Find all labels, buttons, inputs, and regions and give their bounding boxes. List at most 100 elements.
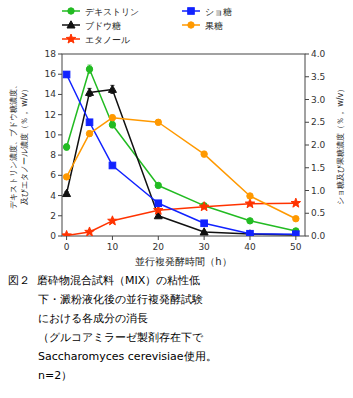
y-axis-label-line: 及びエタノール濃度（％， w/v） <box>20 85 29 206</box>
x-axis-label: 並行複発酵時間（h） <box>135 256 231 267</box>
data-point <box>86 130 92 136</box>
series <box>63 71 299 236</box>
data-point <box>109 162 116 169</box>
y-tick-label: 8 <box>50 150 56 160</box>
y-tick-label: 4 <box>50 191 56 201</box>
y-axis-label: デキストリン濃度、ブドウ糖濃度、及びエタノール濃度（％， w/v） <box>9 81 29 209</box>
data-point <box>247 230 254 236</box>
data-point <box>109 122 115 128</box>
y-tick-label: 18 <box>45 49 57 59</box>
series <box>63 115 299 222</box>
y2-tick <box>305 122 309 123</box>
y2-axis-label: ショ糖及び果糖濃度（％， w/v） <box>336 85 345 206</box>
y-tick <box>58 74 62 75</box>
caption-line: 下・澱粉液化後の並行複発酵試験 <box>38 293 203 306</box>
legend-label: ショ糖 <box>205 7 232 17</box>
series-line <box>67 74 296 234</box>
y2-tick <box>305 145 309 146</box>
y2-tick-label: 3.5 <box>311 72 325 82</box>
data-point <box>155 200 162 207</box>
axes: 010203040500246810121416180.00.51.01.52.… <box>45 49 326 252</box>
data-point <box>246 230 254 236</box>
x-tick-label: 40 <box>244 242 256 252</box>
y2-tick <box>305 76 309 77</box>
y2-tick-label: 1.0 <box>311 186 326 196</box>
data-point <box>293 231 300 236</box>
y2-tick-label: 1.5 <box>311 163 325 173</box>
data-point <box>293 216 299 222</box>
plot-area <box>62 65 301 236</box>
x-tick <box>249 236 250 240</box>
series-line <box>67 203 296 235</box>
y-tick-label: 10 <box>45 130 57 140</box>
caption-line: における各成分の消長 <box>38 312 148 325</box>
y-tick-label: 6 <box>50 170 56 180</box>
x-tick-label: 20 <box>153 242 165 252</box>
caption-line: 図２ 磨砕物混合試料（MIX）の粘性低 <box>8 274 200 287</box>
x-tick <box>112 236 113 240</box>
data-point <box>63 144 69 150</box>
y-tick <box>58 195 62 196</box>
y-tick-label: 16 <box>45 69 57 79</box>
plot-frame <box>62 54 305 236</box>
y-tick <box>58 175 62 176</box>
chart-container: 010203040500246810121416180.00.51.01.52.… <box>0 0 353 398</box>
legend: デキストリンブドウ糖エタノール ショ糖果糖 <box>62 7 232 45</box>
series-line <box>67 118 296 219</box>
y-tick <box>58 134 62 135</box>
data-point <box>292 231 300 236</box>
legend-label: エタノール <box>85 35 130 45</box>
x-tick <box>66 236 67 240</box>
legend-entry: エタノール <box>62 34 130 45</box>
y-tick <box>58 114 62 115</box>
legend-entry: 果糖 <box>182 21 223 31</box>
chart: 010203040500246810121416180.00.51.01.52.… <box>0 0 353 398</box>
x-tick-label: 10 <box>107 242 119 252</box>
data-point <box>108 216 118 225</box>
data-point <box>201 220 208 227</box>
y2-tick-label: 3.0 <box>311 95 326 105</box>
legend-label: ブドウ糖 <box>85 21 121 31</box>
x-tick <box>295 236 296 240</box>
y-tick-label: 14 <box>45 89 57 99</box>
y-tick-label: 2 <box>50 211 56 221</box>
legend-label: デキストリン <box>85 7 139 17</box>
data-point <box>62 230 71 236</box>
legend-marker <box>188 8 195 15</box>
data-point <box>86 88 94 95</box>
y2-tick <box>305 190 309 191</box>
y-tick <box>58 215 62 216</box>
legend-marker <box>66 34 76 43</box>
y2-tick-label: 0.0 <box>311 231 326 241</box>
data-point <box>291 198 301 207</box>
x-tick <box>204 236 205 240</box>
y-axis-label-line: デキストリン濃度、ブドウ糖濃度、 <box>9 81 18 209</box>
y-tick <box>58 54 62 55</box>
data-point <box>108 85 116 92</box>
x-tick <box>158 236 159 240</box>
legend-marker <box>68 8 74 14</box>
data-point <box>245 199 255 208</box>
y2-tick-label: 0.5 <box>311 208 325 218</box>
y-tick-label: 0 <box>50 231 56 241</box>
legend-label: 果糖 <box>205 21 223 31</box>
data-point <box>86 119 93 126</box>
data-point <box>201 151 207 157</box>
caption-line: （グルコアミラーゼ製剤存在下で <box>38 331 204 344</box>
y2-tick <box>305 213 309 214</box>
legend-marker <box>188 22 194 28</box>
caption-line: n=2） <box>38 369 72 382</box>
y-tick <box>58 94 62 95</box>
x-tick-label: 0 <box>64 242 70 252</box>
legend-entry: デキストリン <box>62 7 139 17</box>
y2-tick <box>305 167 309 168</box>
y2-tick-label: 2.0 <box>311 140 326 150</box>
y2-tick <box>305 236 309 237</box>
data-point <box>63 174 69 180</box>
y2-tick <box>305 54 309 55</box>
series-line <box>67 69 296 231</box>
y2-tick-label: 2.5 <box>311 117 325 127</box>
caption: 図２ 磨砕物混合試料（MIX）の粘性低下・澱粉液化後の並行複発酵試験における各成… <box>8 274 217 382</box>
data-point <box>155 182 161 188</box>
legend-marker <box>67 21 75 28</box>
